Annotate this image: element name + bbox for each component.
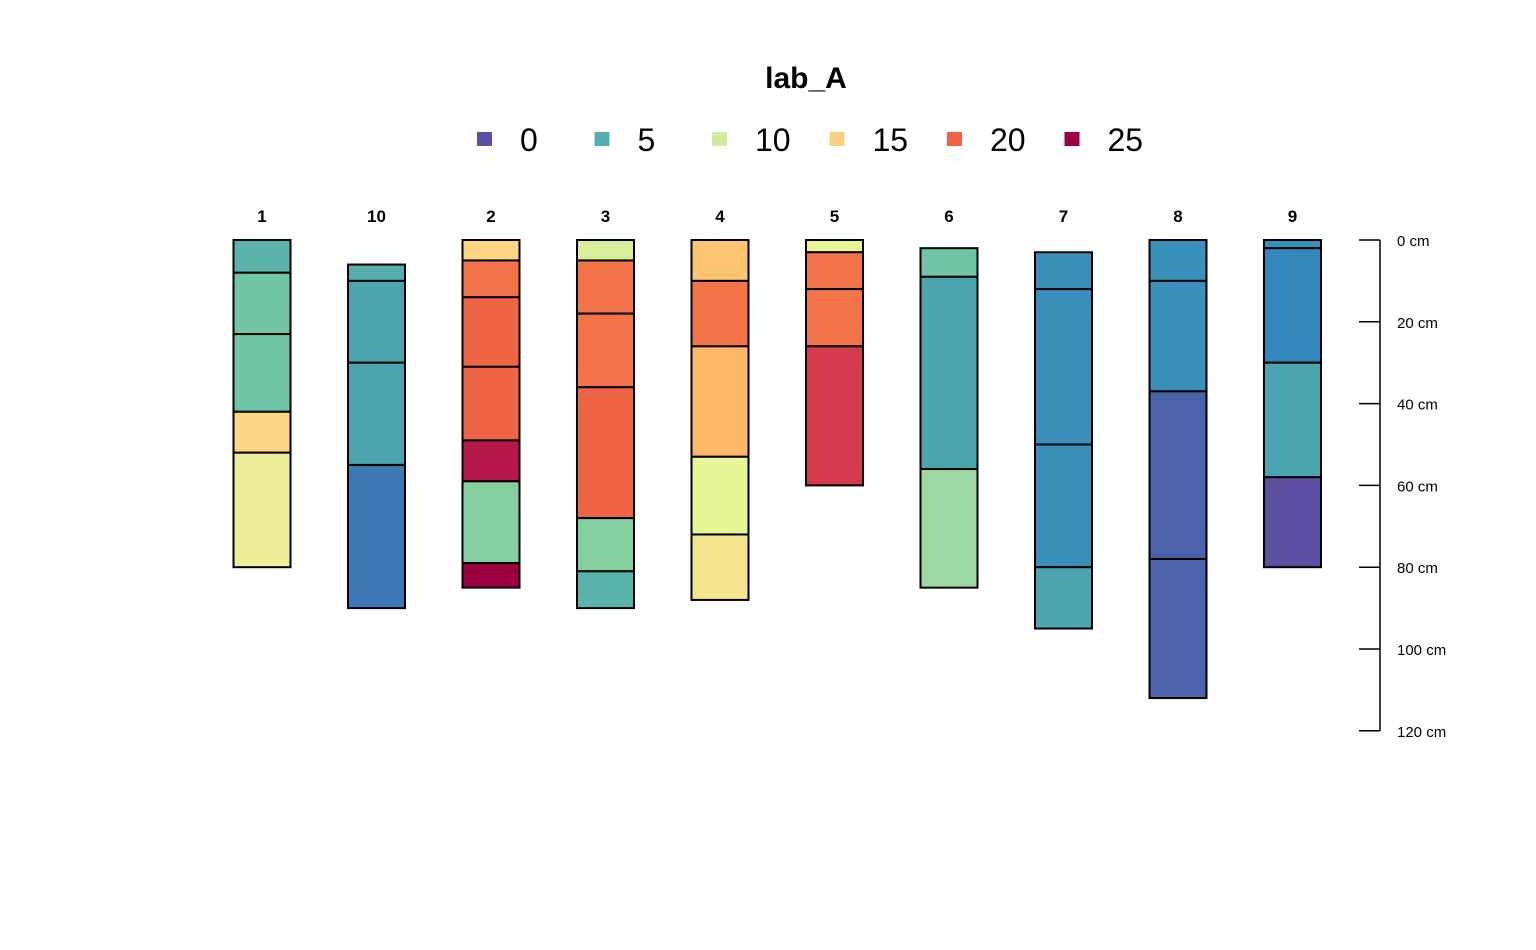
horizon-8-2 [1148,279,1208,393]
horizon-4-3 [690,345,750,458]
horizon-2-6 [461,480,521,565]
horizon-1-5 [232,451,292,569]
horizon-3-3 [576,312,635,389]
legend-label-10: 10 [755,122,791,158]
horizon-2-5 [461,439,521,483]
horizon-3-5 [576,517,635,573]
horizon-5-4 [805,345,864,487]
horizon-1-2 [232,271,292,336]
profile-label-4: 4 [715,207,725,226]
horizon-2-1 [461,239,521,262]
legend-swatch-25 [1064,132,1080,146]
horizon-2-4 [461,365,521,442]
profiles: 1 10 2 3 4 5 6 7 8 9 [232,207,1322,700]
horizon-9-1 [1263,239,1322,250]
legend-swatch-15 [829,132,845,146]
horizon-7-1 [1034,251,1093,291]
chart-title: lab_A [765,62,847,95]
depth-tick-label: 0 cm [1397,233,1430,250]
horizon-3-4 [576,386,635,520]
profile-label-8: 8 [1173,207,1182,226]
profile-1: 1 [232,207,292,569]
profile-2: 2 [461,207,521,589]
profile-label-6: 6 [944,207,953,226]
horizon-10-4 [347,463,406,610]
profile-9: 9 [1263,207,1322,569]
profile-label-1: 1 [257,207,266,226]
depth-tick-label: 80 cm [1397,560,1438,577]
horizon-4-5 [690,533,750,601]
horizon-9-3 [1263,361,1322,479]
horizon-10-2 [347,279,406,364]
profile-10: 10 [347,207,406,610]
profile-5: 5 [805,207,864,487]
horizon-10-1 [347,263,406,282]
depth-tick-label: 120 cm [1397,724,1446,741]
horizon-3-1 [576,239,635,262]
legend-swatch-20 [947,132,962,146]
profile-label-3: 3 [601,207,610,226]
depth-tick-label: 40 cm [1397,397,1438,414]
legend-swatch-10 [712,132,727,146]
depth-axis: 0 cm 20 cm 40 cm 60 cm 80 cm 100 cm 120 cm [1359,233,1446,741]
horizon-9-4 [1263,476,1322,569]
horizon-2-7 [461,562,521,589]
horizon-10-3 [347,361,406,466]
horizon-6-1 [919,247,979,278]
horizon-6-3 [919,468,979,589]
profile-4: 4 [690,207,750,601]
horizon-4-1 [690,239,750,282]
profile-6: 6 [919,207,979,589]
profile-label-9: 9 [1288,207,1297,226]
legend: 0 5 10 15 20 25 [477,122,1143,158]
horizon-7-3 [1034,443,1093,569]
legend-swatch-5 [594,132,610,146]
horizon-2-2 [461,259,521,299]
legend-swatch-0 [477,132,492,146]
legend-label-5: 5 [638,122,656,158]
profile-label-2: 2 [486,207,495,226]
profile-label-10: 10 [367,207,386,226]
horizon-3-6 [576,570,635,610]
horizon-3-2 [576,259,635,315]
depth-tick-label: 60 cm [1397,478,1438,495]
profile-label-7: 7 [1059,207,1068,226]
horizon-8-3 [1148,390,1208,561]
horizon-8-4 [1148,558,1208,700]
legend-label-0: 0 [520,122,538,158]
horizon-5-2 [805,251,864,291]
legend-label-15: 15 [873,122,909,158]
depth-tick-label: 100 cm [1397,642,1446,659]
horizon-7-2 [1034,288,1093,446]
legend-label-20: 20 [990,122,1026,158]
legend-label-25: 25 [1108,122,1144,158]
horizon-4-2 [690,279,750,348]
horizon-7-4 [1034,566,1093,630]
horizon-1-1 [232,239,292,274]
horizon-4-4 [690,455,750,536]
horizon-5-1 [805,239,864,254]
horizon-2-3 [461,296,521,368]
depth-tick-label: 20 cm [1397,315,1438,332]
horizon-8-1 [1148,239,1208,282]
horizon-5-3 [805,288,864,348]
horizon-9-2 [1263,247,1322,364]
profile-8: 8 [1148,207,1208,700]
horizon-6-2 [919,275,979,471]
profile-label-5: 5 [830,207,839,226]
horizon-1-4 [232,410,292,454]
profile-7: 7 [1034,207,1093,630]
profile-3: 3 [576,207,635,610]
horizon-1-3 [232,333,292,413]
